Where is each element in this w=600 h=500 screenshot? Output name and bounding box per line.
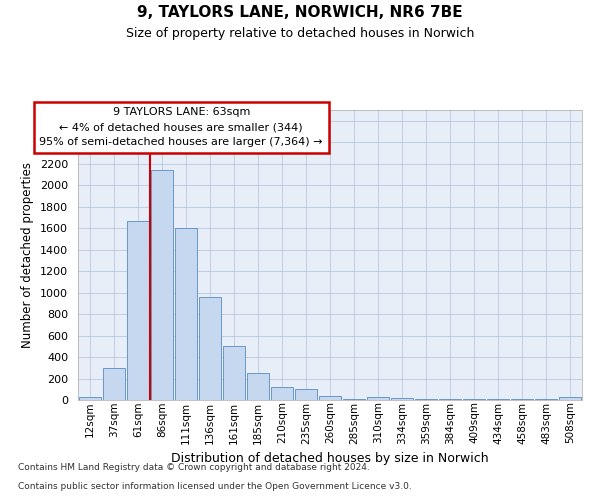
Bar	[295, 390, 317, 400]
X-axis label: Distribution of detached houses by size in Norwich: Distribution of detached houses by size …	[171, 452, 489, 465]
Bar	[199, 297, 221, 400]
Text: 9, TAYLORS LANE, NORWICH, NR6 7BE: 9, TAYLORS LANE, NORWICH, NR6 7BE	[137, 5, 463, 20]
Bar	[175, 228, 197, 400]
Bar	[223, 346, 245, 400]
Bar	[463, 399, 485, 400]
Bar	[319, 396, 341, 400]
Bar	[439, 399, 461, 400]
Bar	[247, 372, 269, 400]
Text: Size of property relative to detached houses in Norwich: Size of property relative to detached ho…	[126, 28, 474, 40]
Bar	[367, 397, 389, 400]
Bar	[271, 387, 293, 400]
Text: Contains HM Land Registry data © Crown copyright and database right 2024.: Contains HM Land Registry data © Crown c…	[18, 464, 370, 472]
Bar	[127, 220, 149, 400]
Y-axis label: Number of detached properties: Number of detached properties	[22, 162, 34, 348]
Text: 9 TAYLORS LANE: 63sqm
← 4% of detached houses are smaller (344)
95% of semi-deta: 9 TAYLORS LANE: 63sqm ← 4% of detached h…	[40, 108, 323, 147]
Bar	[79, 398, 101, 400]
Text: Contains public sector information licensed under the Open Government Licence v3: Contains public sector information licen…	[18, 482, 412, 491]
Bar	[103, 368, 125, 400]
Bar	[391, 398, 413, 400]
Bar	[415, 399, 437, 400]
Bar	[559, 398, 581, 400]
Bar	[151, 170, 173, 400]
